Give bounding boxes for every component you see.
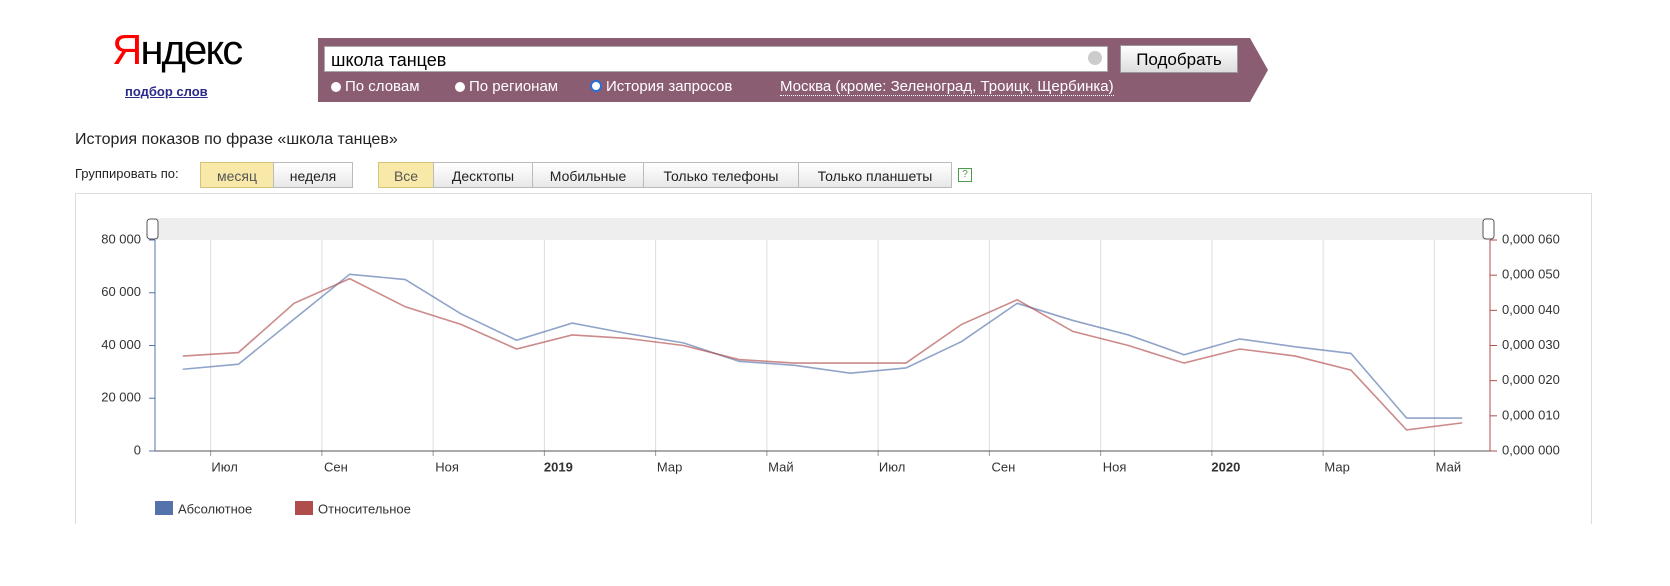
y-tick-label: 80 000 [101,231,141,246]
y2-tick-label: 0,000 010 [1502,407,1560,422]
search-input[interactable]: школа танцев [324,46,1108,72]
region-link[interactable]: Москва (кроме: Зеленоград, Троицк, Щерби… [780,78,1114,96]
mode-label[interactable]: По регионам [469,78,559,95]
help-icon[interactable]: ? [958,168,972,182]
heading: История показов по фразе «школа танцев» [75,131,398,148]
device-option[interactable]: Только планшеты [798,162,952,188]
y2-tick-label: 0,000 040 [1502,302,1560,317]
legend-label: Абсолютное [178,501,252,516]
clear-button[interactable] [1088,51,1102,65]
y2-tick-label: 0,000 020 [1502,372,1560,387]
logo[interactable]: Яндекс [112,26,243,73]
device-option[interactable]: Десктопы [433,162,533,188]
y-tick-label: 20 000 [101,390,141,405]
y-tick-label: 40 000 [101,337,141,352]
chart-frame [75,193,1592,524]
group-option[interactable]: неделя [273,162,353,188]
y2-tick-label: 0,000 060 [1502,231,1560,246]
series-line [182,273,1463,419]
radio[interactable] [455,82,465,92]
search-band-arrow [1250,38,1268,102]
x-tick-label: Май [1436,459,1461,474]
device-option[interactable]: Мобильные [532,162,644,188]
y-tick-label: 0 [134,442,141,457]
mode-option[interactable]: История запросов [590,78,732,95]
mode-label[interactable]: История запросов [606,78,733,95]
x-tick-label: Мар [1324,459,1349,474]
series-line [182,277,1463,431]
slider-handle[interactable] [146,218,159,240]
range-slider[interactable] [155,218,1490,240]
device-option[interactable]: Все [378,162,434,188]
mode-label[interactable]: По словам [345,78,420,95]
subtitle-link[interactable]: подбор слов [125,84,208,99]
slider-handle[interactable] [1482,218,1495,240]
mode-option[interactable]: По регионам [455,78,558,95]
x-tick-label: Ноя [1103,459,1127,474]
x-tick-label: Ноя [435,459,459,474]
legend-swatch [295,501,313,515]
legend-label: Относительное [318,501,411,516]
y2-tick-label: 0,000 030 [1502,337,1560,352]
legend-swatch [155,501,173,515]
x-tick-label: Июл [879,459,905,474]
group-label: Группировать по: [75,166,179,181]
mode-option[interactable]: По словам [331,78,420,95]
radio[interactable] [331,82,341,92]
search-button[interactable]: Подобрать [1120,45,1238,73]
x-tick-label: 2019 [544,459,573,474]
x-tick-label: Сен [991,459,1015,474]
x-tick-label: Май [768,459,793,474]
x-tick-label: 2020 [1211,459,1240,474]
radio[interactable] [590,80,602,92]
x-tick-label: Мар [657,459,682,474]
group-option[interactable]: месяц [200,162,274,188]
y2-tick-label: 0,000 000 [1502,442,1560,457]
y2-tick-label: 0,000 050 [1502,267,1560,282]
x-tick-label: Сен [324,459,348,474]
y-tick-label: 60 000 [101,284,141,299]
device-option[interactable]: Только телефоны [643,162,799,188]
x-tick-label: Июл [211,459,237,474]
